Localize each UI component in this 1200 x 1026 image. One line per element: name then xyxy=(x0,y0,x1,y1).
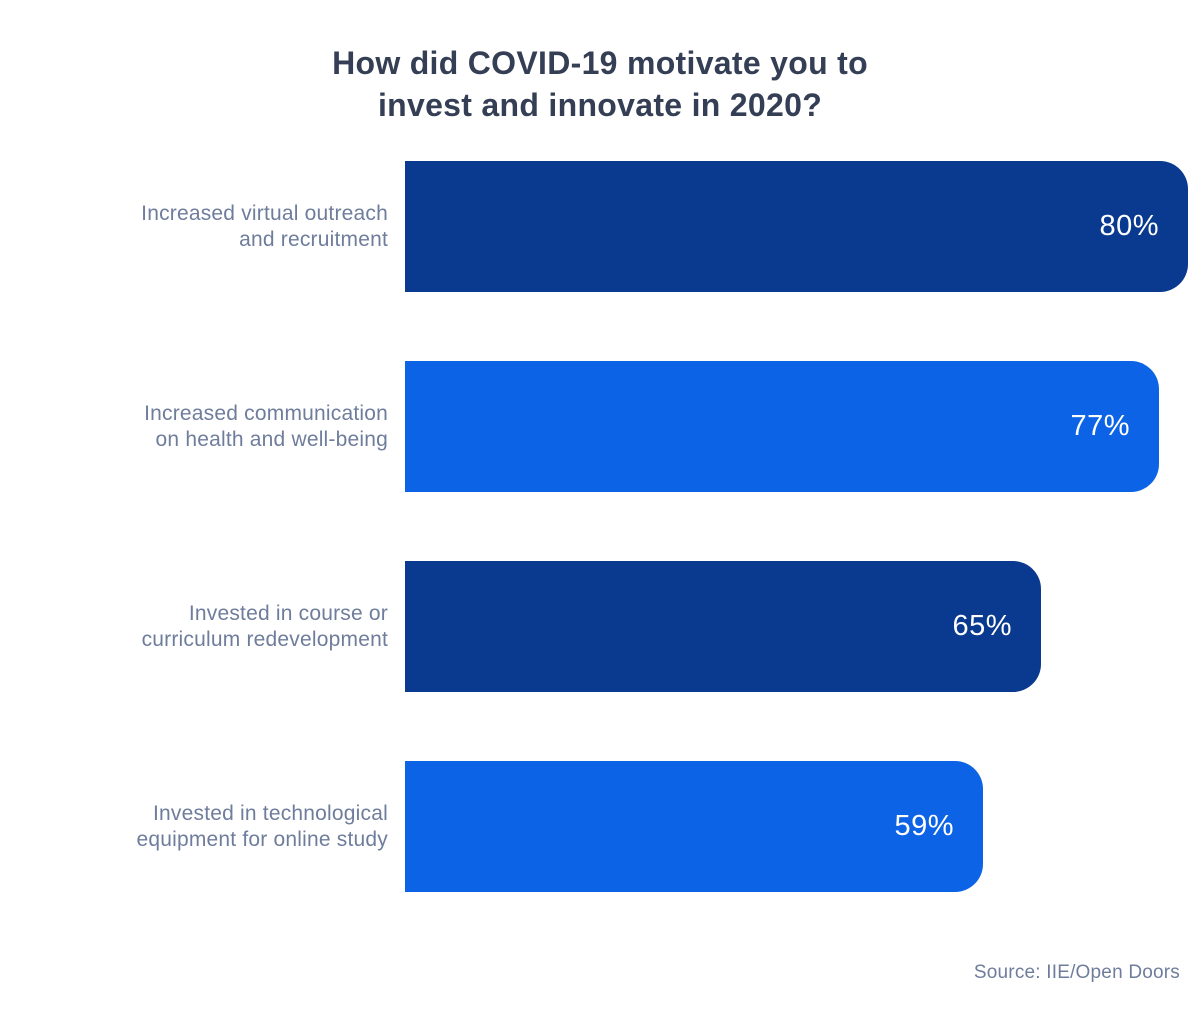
bar-track: 77% xyxy=(405,361,1200,492)
bar-row: Invested in course or curriculum redevel… xyxy=(0,561,1200,692)
bar-row: Increased communication on health and we… xyxy=(0,361,1200,492)
bar: 65% xyxy=(405,561,1041,692)
bar-row: Invested in technological equipment for … xyxy=(0,761,1200,892)
chart-title: How did COVID-19 motivate you to invest … xyxy=(332,45,868,123)
category-label: Invested in technological equipment for … xyxy=(136,801,388,851)
bar-track: 59% xyxy=(405,761,1200,892)
bar: 80% xyxy=(405,161,1188,292)
value-label: 65% xyxy=(952,610,1012,642)
bar-track: 65% xyxy=(405,561,1200,692)
bar-rows: Increased virtual outreach and recruitme… xyxy=(0,161,1200,892)
source-credit: Source: IIE/Open Doors xyxy=(973,962,1180,983)
value-label: 59% xyxy=(894,810,954,842)
bar: 77% xyxy=(405,361,1159,492)
bar: 59% xyxy=(405,761,983,892)
value-label: 80% xyxy=(1099,210,1159,242)
category-label: Increased communication on health and we… xyxy=(144,401,388,451)
category-label: Increased virtual outreach and recruitme… xyxy=(141,201,388,251)
category-label: Invested in course or curriculum redevel… xyxy=(141,601,388,651)
bar-row: Increased virtual outreach and recruitme… xyxy=(0,161,1200,292)
bar-track: 80% xyxy=(405,161,1200,292)
value-label: 77% xyxy=(1070,410,1130,442)
